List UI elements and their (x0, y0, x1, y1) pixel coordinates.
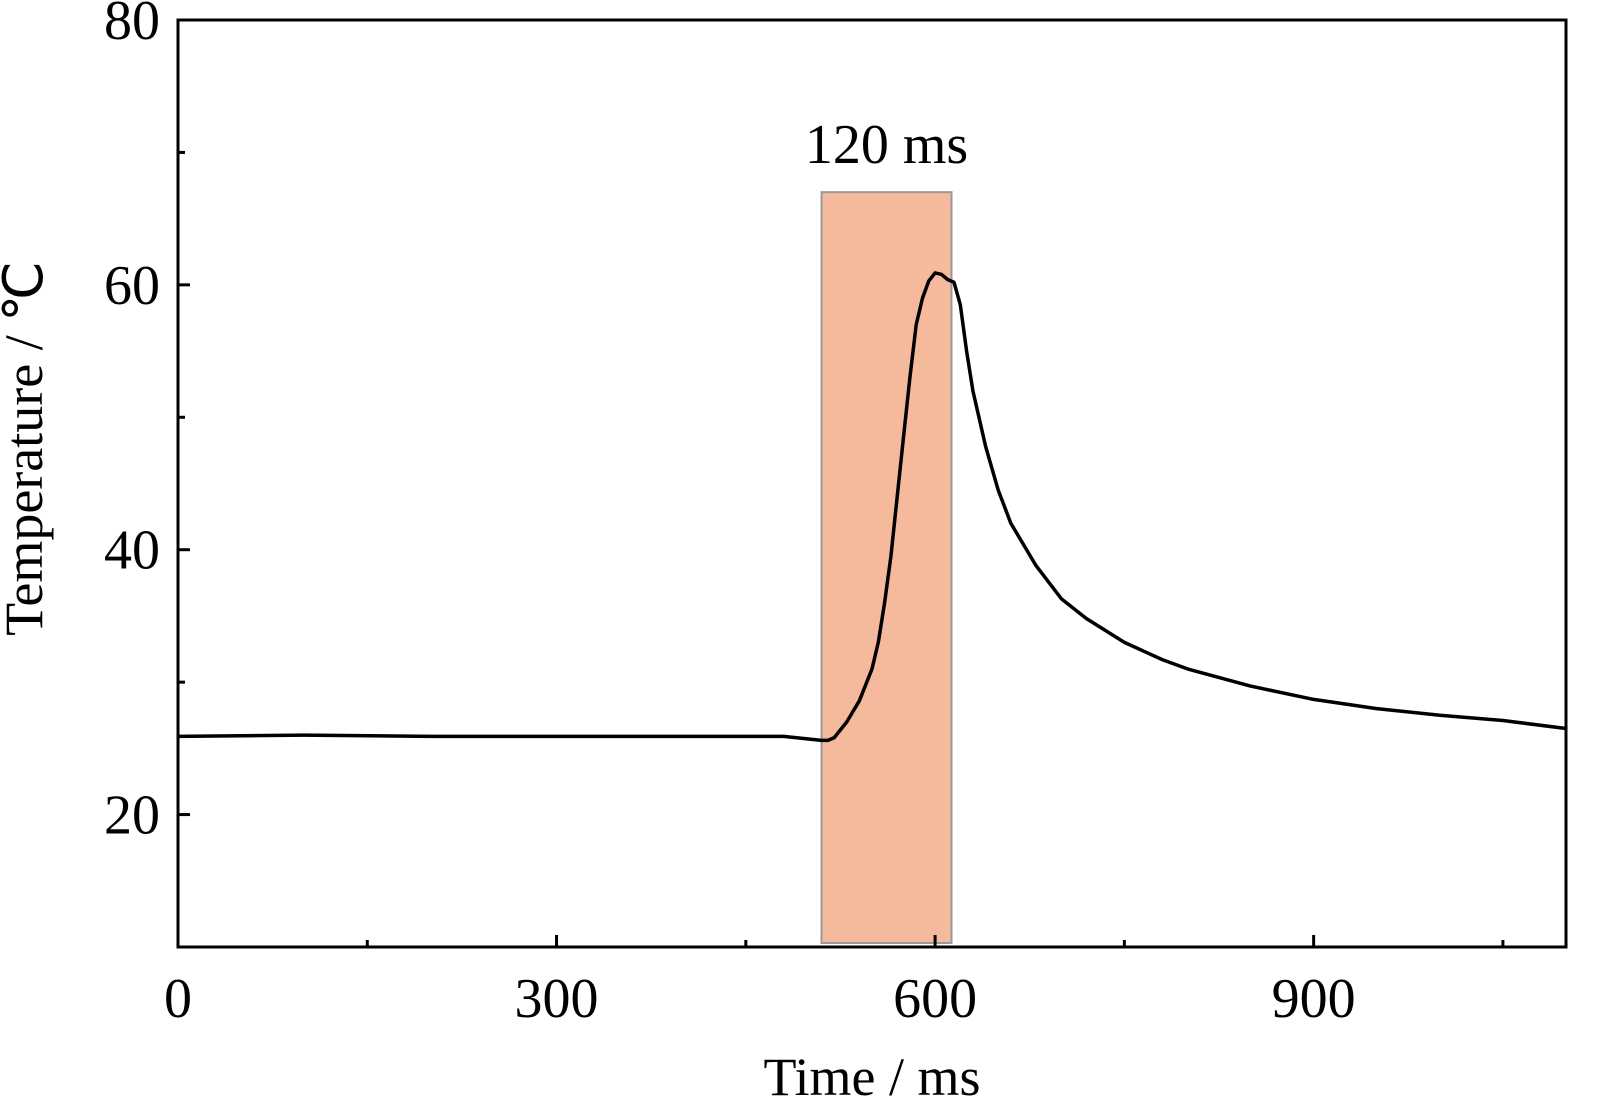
x-tick-label: 900 (1272, 968, 1356, 1030)
y-tick-label: 60 (104, 255, 160, 317)
axes-layer: 0 300 600 900 20 40 60 80 (104, 0, 1568, 1030)
highlight-region-layer (820, 191, 953, 944)
x-tick-label: 300 (515, 968, 599, 1030)
highlight-duration-label: 120 ms (805, 114, 968, 176)
plot-frame (176, 18, 1568, 949)
highlight-region (820, 191, 953, 944)
x-tick-label: 600 (893, 968, 977, 1030)
x-tick-label: 0 (164, 968, 192, 1030)
y-tick-label: 80 (104, 0, 160, 52)
y-tick-label: 20 (104, 785, 160, 847)
x-axis-label: Time / ms (763, 1047, 980, 1107)
y-axis-label: Temperature / ℃ (0, 261, 54, 636)
series-line-0 (177, 271, 1567, 743)
series-line-layer (177, 271, 1567, 743)
y-tick-label: 40 (104, 520, 160, 582)
